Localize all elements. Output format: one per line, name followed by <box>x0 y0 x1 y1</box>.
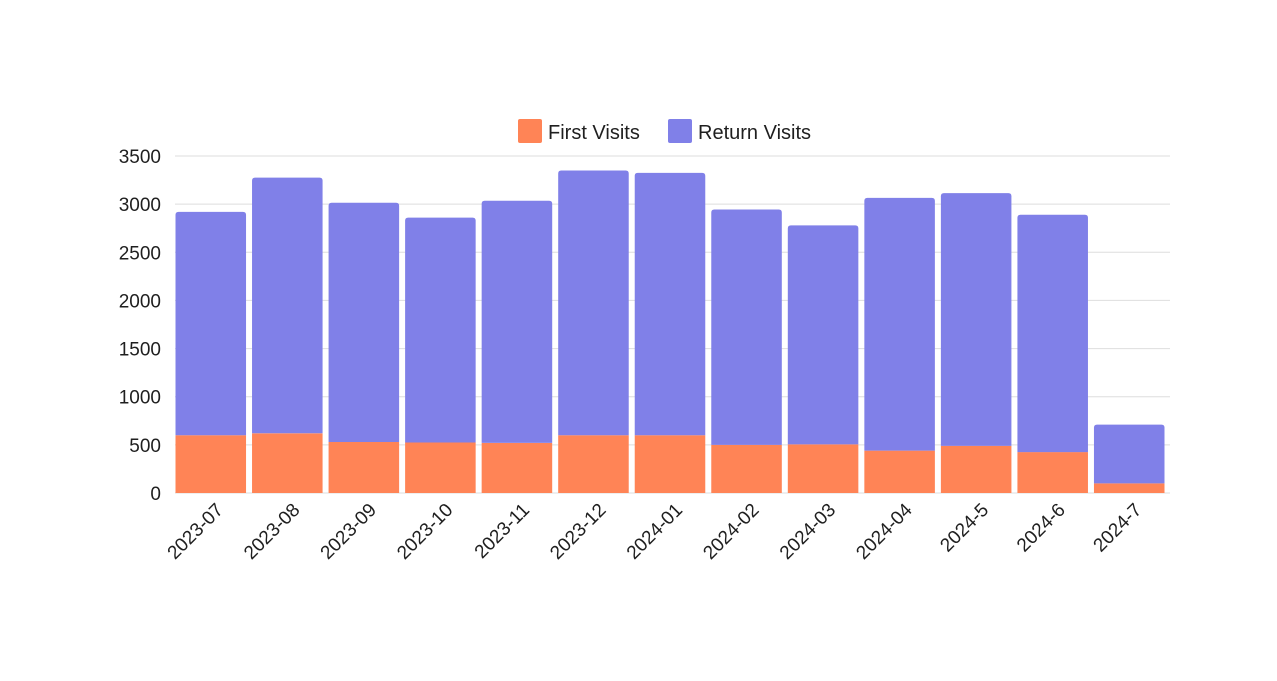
x-tick-label: 2023-11 <box>471 500 534 563</box>
y-tick-label: 1000 <box>119 388 161 409</box>
bar-first-visits[interactable] <box>252 433 323 493</box>
y-axis: 0 500 1000 1500 2000 2500 3000 3500 <box>119 147 161 505</box>
bar-first-visits[interactable] <box>405 442 476 493</box>
bar-return-visits[interactable] <box>482 201 553 443</box>
x-tick-label: 2024-7 <box>1090 500 1147 557</box>
bar-first-visits[interactable] <box>941 446 1012 493</box>
x-tick-label: 2023-09 <box>317 500 381 564</box>
bar-first-visits[interactable] <box>482 443 553 493</box>
legend-label: First Visits <box>548 122 640 144</box>
bar-return-visits[interactable] <box>711 209 782 444</box>
y-tick-label: 3000 <box>119 195 161 216</box>
bar-first-visits[interactable] <box>1017 452 1088 493</box>
bar-return-visits[interactable] <box>252 178 323 434</box>
bar-first-visits[interactable] <box>329 442 400 493</box>
y-tick-label: 2000 <box>119 291 161 312</box>
x-tick-label: 2024-04 <box>852 499 916 563</box>
x-axis: 2023-07 2023-08 2023-09 2023-10 2023-11 2023-… <box>164 499 1147 563</box>
bar-first-visits[interactable] <box>864 451 935 493</box>
y-tick-label: 0 <box>150 484 161 505</box>
bar-return-visits[interactable] <box>1017 215 1088 452</box>
bar-return-visits[interactable] <box>635 173 706 435</box>
bar-return-visits[interactable] <box>405 218 476 443</box>
bar-return-visits[interactable] <box>329 203 400 442</box>
y-tick-label: 1500 <box>119 340 161 361</box>
x-tick-label: 2023-07 <box>164 500 228 564</box>
y-tick-label: 3500 <box>119 147 161 168</box>
x-tick-label: 2024-5 <box>936 500 993 557</box>
legend[interactable]: First Visits Return Visits <box>518 119 811 144</box>
bar-return-visits[interactable] <box>558 170 629 435</box>
legend-label: Return Visits <box>698 122 811 144</box>
bar-return-visits[interactable] <box>941 193 1012 446</box>
bar-return-visits[interactable] <box>176 212 247 435</box>
legend-item-first-visits[interactable]: First Visits <box>518 119 640 144</box>
x-tick-label: 2023-08 <box>240 500 304 564</box>
bar-return-visits[interactable] <box>864 198 935 451</box>
bar-first-visits[interactable] <box>176 435 247 493</box>
x-tick-label: 2024-01 <box>623 500 687 564</box>
bar-first-visits[interactable] <box>788 444 859 493</box>
bar-first-visits[interactable] <box>711 445 782 493</box>
bar-first-visits[interactable] <box>1094 483 1165 493</box>
x-tick-label: 2023-10 <box>393 500 457 564</box>
x-tick-label: 2024-03 <box>776 500 840 564</box>
y-tick-label: 2500 <box>119 243 161 264</box>
bar-return-visits[interactable] <box>788 225 859 444</box>
legend-item-return-visits[interactable]: Return Visits <box>668 119 811 144</box>
legend-swatch <box>668 119 692 143</box>
bar-first-visits[interactable] <box>635 435 706 493</box>
y-tick-label: 500 <box>129 436 161 457</box>
x-tick-label: 2023-12 <box>546 500 610 564</box>
x-tick-label: 2024-6 <box>1013 500 1070 557</box>
bar-first-visits[interactable] <box>558 435 629 493</box>
x-tick-label: 2024-02 <box>699 500 763 564</box>
bar-return-visits[interactable] <box>1094 425 1165 484</box>
legend-swatch <box>518 119 542 143</box>
